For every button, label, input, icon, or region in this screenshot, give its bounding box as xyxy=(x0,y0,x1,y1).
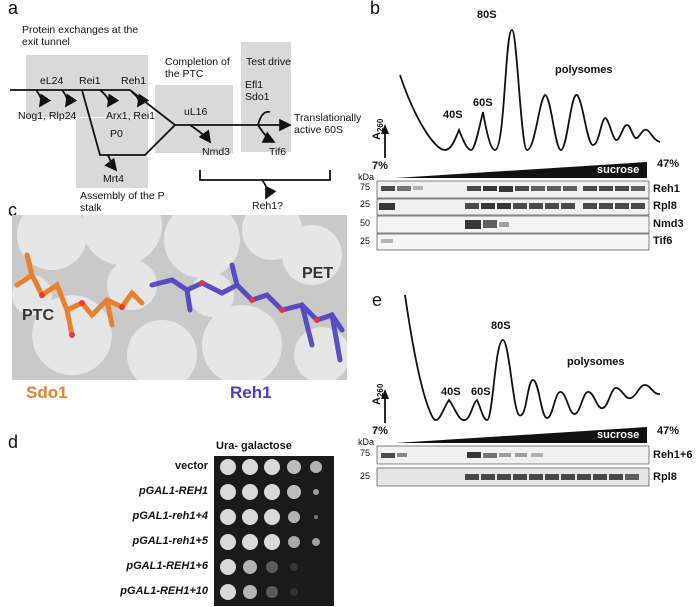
released-mrt4: Mrt4 xyxy=(103,173,124,185)
factor-sdo1: Sdo1 xyxy=(245,91,270,103)
sucrose-profile-e xyxy=(381,294,661,423)
b-mw-25b: 25 xyxy=(360,236,371,246)
b-pct-low: 7% xyxy=(372,160,388,172)
panel-label-e: e xyxy=(372,290,383,310)
e-peak-60s: 60S xyxy=(471,386,491,398)
e-western-blots xyxy=(376,445,650,487)
structure-image xyxy=(12,215,347,380)
factor-rei1: Rei1 xyxy=(79,75,101,87)
b-polysomes: polysomes xyxy=(555,64,613,76)
stage-p-stalk-label: Assembly of the P stalk xyxy=(80,190,165,214)
b-mw-25: 25 xyxy=(360,199,371,209)
panel-e: 80S 60S 40S polysomes A260 7% 47% sucros… xyxy=(358,290,700,607)
factor-reh1: Reh1 xyxy=(121,75,147,87)
b-kda: kDa xyxy=(358,172,375,182)
factor-ul16: uL16 xyxy=(184,106,208,118)
e-pct-low: 7% xyxy=(372,425,388,437)
d-strain-labels: vector pGAL1-REH1 pGAL1-reh1+4 pGAL1-reh… xyxy=(30,456,208,606)
d-strain-vector: vector xyxy=(174,460,208,472)
factor-el24: eL24 xyxy=(40,75,64,87)
e-peak-40s: 40S xyxy=(441,386,461,398)
e-polysomes: polysomes xyxy=(567,356,625,368)
released-tif6: Tif6 xyxy=(269,146,287,158)
e-kda: kDa xyxy=(358,437,375,447)
b-western-blots xyxy=(376,180,650,251)
c-pet-label: PET xyxy=(302,265,334,282)
b-peak-40s: 40S xyxy=(443,109,463,121)
panel-label-a: a xyxy=(8,0,19,18)
d-strain-reh1-5: pGAL1-reh1+5 xyxy=(132,535,209,547)
e-peak-80s: 80S xyxy=(491,320,511,332)
panel-d: Ura- galactose vector pGAL1-REH1 pGAL1-r… xyxy=(30,440,350,607)
e-mw-25: 25 xyxy=(360,471,371,481)
p-stalk-box xyxy=(76,118,148,188)
e-band-reh1-6: Reh1+6 xyxy=(653,449,693,461)
d-strain-reh1-4: pGAL1-reh1+4 xyxy=(132,510,209,522)
b-pct-high: 47% xyxy=(657,158,680,170)
c-reh1-label: Reh1 xyxy=(230,383,272,402)
released-arx1-rei1: Arx1, Rei1 xyxy=(106,110,156,122)
panel-c: PTC PET Sdo1 Reh1 xyxy=(12,215,347,402)
b-band-tif6: Tif6 xyxy=(653,235,673,247)
b-band-nmd3: Nmd3 xyxy=(653,218,684,230)
pathway-diagram: Protein exchanges at the exit tunnel Com… xyxy=(0,0,361,215)
b-peak-60s: 60S xyxy=(473,97,493,109)
e-mw-75: 75 xyxy=(360,448,371,458)
sucrose-profile-b xyxy=(381,29,661,158)
factor-efl1: Efl1 xyxy=(245,79,264,91)
b-mw-50: 50 xyxy=(360,218,371,228)
d-strain-reh1: pGAL1-REH1 xyxy=(138,485,208,497)
stage-test-drive-label: Test drive xyxy=(246,56,291,68)
stage-ptc-label: Completion of the PTC xyxy=(165,56,230,80)
e-gradient-wedge xyxy=(395,427,647,443)
reh1-question-label: Reh1? xyxy=(252,200,283,212)
b-band-reh1: Reh1 xyxy=(653,183,680,195)
product-label: Translationally active 60S xyxy=(294,112,362,136)
released-nmd3: Nmd3 xyxy=(202,146,231,158)
panel-b: 80S 60S 40S polysomes A260 7% 47% sucros… xyxy=(358,0,700,290)
stage-exit-tunnel-label: Protein exchanges at the exit tunnel xyxy=(22,24,139,48)
b-band-rpl8: Rpl8 xyxy=(653,200,677,212)
factor-p0: P0 xyxy=(110,128,123,140)
panel-label-c: c xyxy=(8,200,17,220)
b-peak-80s: 80S xyxy=(477,9,497,21)
e-sucrose: sucrose xyxy=(597,429,640,441)
b-gradient-wedge xyxy=(395,162,647,178)
e-band-rpl8: Rpl8 xyxy=(653,471,677,483)
e-pct-high: 47% xyxy=(657,425,680,437)
b-sucrose: sucrose xyxy=(597,164,640,176)
pathway-arrows xyxy=(10,89,331,200)
d-spot-plate xyxy=(214,456,334,606)
panel-label-b: b xyxy=(370,0,381,18)
c-ptc-label: PTC xyxy=(22,307,54,324)
released-nog1-rlp24: Nog1, Rlp24 xyxy=(18,110,77,122)
c-sdo1-label: Sdo1 xyxy=(26,383,68,402)
d-condition-title: Ura- galactose xyxy=(216,440,292,452)
d-strain-reh1-10: pGAL1-REH1+10 xyxy=(120,585,208,597)
d-strain-reh1-6: pGAL1-REH1+6 xyxy=(126,560,208,572)
b-mw-75: 75 xyxy=(360,182,371,192)
panel-label-d: d xyxy=(8,432,19,452)
